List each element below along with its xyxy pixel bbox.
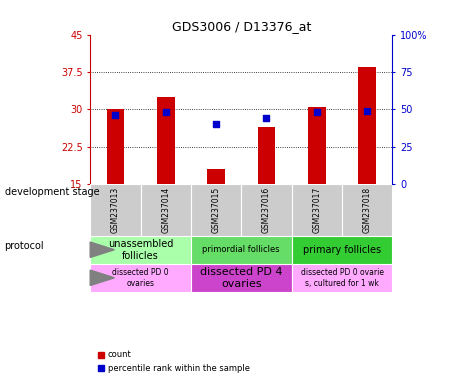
Point: [162, 109, 169, 116]
Bar: [191, 264, 292, 292]
Bar: [207, 169, 225, 184]
Point: [364, 108, 371, 114]
Text: GSM237016: GSM237016: [262, 187, 271, 233]
Text: GSM237018: GSM237018: [363, 187, 372, 233]
Text: dissected PD 0 ovarie
s, cultured for 1 wk: dissected PD 0 ovarie s, cultured for 1 …: [300, 268, 383, 288]
Text: GSM237017: GSM237017: [313, 187, 321, 233]
Bar: [292, 264, 392, 292]
Text: dissected PD 4
ovaries: dissected PD 4 ovaries: [200, 267, 282, 289]
Text: protocol: protocol: [5, 241, 44, 251]
Bar: [157, 97, 175, 184]
Bar: [141, 184, 191, 236]
Bar: [359, 67, 376, 184]
Text: GSM237014: GSM237014: [161, 187, 170, 233]
Point: [313, 109, 320, 116]
Bar: [90, 264, 191, 292]
Point: [112, 113, 119, 119]
Bar: [90, 236, 191, 264]
Point: [263, 115, 270, 121]
FancyArrow shape: [90, 242, 115, 257]
Bar: [308, 107, 326, 184]
FancyArrow shape: [90, 270, 115, 286]
Bar: [191, 236, 292, 264]
Bar: [191, 184, 241, 236]
Point: [212, 121, 220, 127]
Title: GDS3006 / D13376_at: GDS3006 / D13376_at: [171, 20, 311, 33]
Text: primordial follicles: primordial follicles: [202, 245, 280, 254]
Text: unassembled
follicles: unassembled follicles: [108, 239, 173, 260]
Text: development stage: development stage: [5, 187, 99, 197]
Text: dissected PD 0
ovaries: dissected PD 0 ovaries: [112, 268, 169, 288]
Bar: [241, 184, 292, 236]
Text: primary follicles: primary follicles: [303, 245, 381, 255]
Legend: count, percentile rank within the sample: count, percentile rank within the sample: [94, 347, 253, 376]
Text: GSM237015: GSM237015: [212, 187, 221, 233]
Bar: [342, 184, 392, 236]
Bar: [106, 109, 124, 184]
Bar: [292, 184, 342, 236]
Bar: [292, 236, 392, 264]
Bar: [258, 127, 275, 184]
Text: GSM237013: GSM237013: [111, 187, 120, 233]
Bar: [90, 184, 141, 236]
